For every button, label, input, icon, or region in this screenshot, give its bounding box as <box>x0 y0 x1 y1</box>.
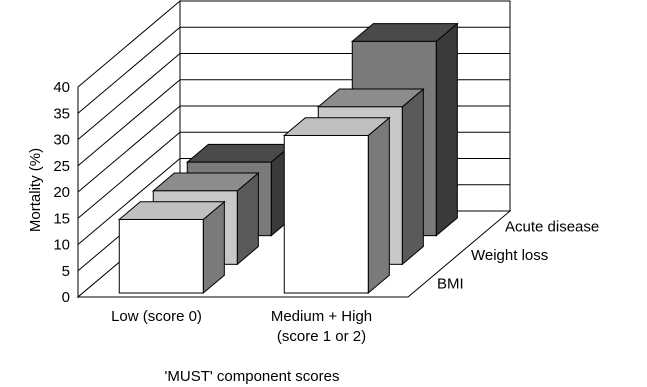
y-tick-label: 0 <box>62 289 70 306</box>
x-tick-labels: Low (score 0) Medium + High (score 1 or 2) <box>111 308 372 345</box>
x-tick-label: Low (score 0) <box>111 308 202 325</box>
y-tick-label: 35 <box>53 105 70 122</box>
y-tick-label: 20 <box>53 184 70 201</box>
bar <box>282 116 391 295</box>
y-tick-label: 40 <box>53 79 70 96</box>
y-tick-label: 25 <box>53 158 70 175</box>
y-tick-label: 30 <box>53 132 70 149</box>
y-tick-label: 15 <box>53 210 70 227</box>
bar-front-face <box>118 218 204 294</box>
bar-side-face <box>435 22 458 237</box>
y-axis-label: Mortality (%) <box>27 148 44 232</box>
bar-front-face <box>283 134 369 294</box>
legend-entry: Acute disease <box>505 218 599 235</box>
y-tick-label: 10 <box>53 237 70 254</box>
legend-entry: Weight loss <box>471 247 548 264</box>
x-axis-label: 'MUST' component scores <box>165 368 340 385</box>
depth-axis-legend: BMI Weight loss Acute disease <box>437 218 599 292</box>
legend-entry: BMI <box>437 276 464 293</box>
bar-side-face <box>367 116 390 295</box>
y-tick-label: 5 <box>62 263 70 280</box>
bars <box>117 22 459 295</box>
x-tick-label: Medium + High (score 1 or 2) <box>271 308 372 345</box>
y-tick-labels: 0 5 10 15 20 25 30 35 40 <box>53 79 70 306</box>
bar-side-face <box>401 87 424 266</box>
bar <box>117 200 226 295</box>
